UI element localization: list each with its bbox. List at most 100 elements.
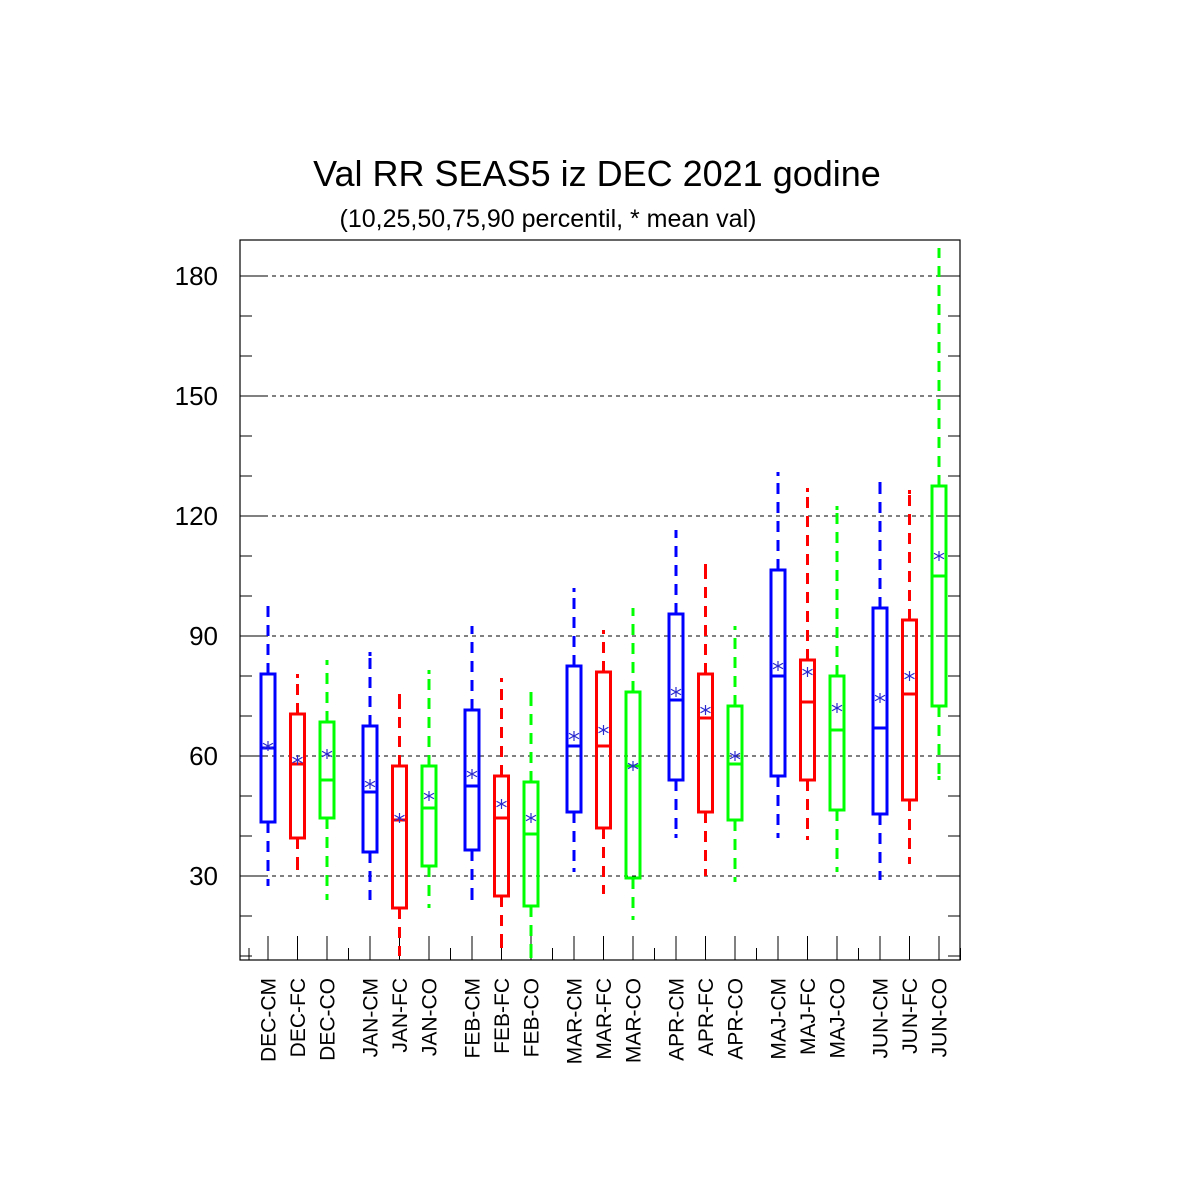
mean-marker: [933, 551, 945, 561]
mean-stroke: [904, 672, 915, 680]
x-tick-label: DEC-FC: [287, 978, 310, 1057]
box-iqr: [463, 708, 481, 852]
mean-stroke: [364, 780, 376, 788]
box-dec-fc: [289, 674, 306, 870]
box-iqr: [901, 618, 918, 802]
mean-stroke: [423, 792, 435, 800]
box-iqr: [624, 690, 642, 880]
mean-marker: [598, 725, 609, 735]
x-tick-label: MAJ-FC: [797, 978, 820, 1055]
mean-marker: [394, 813, 405, 823]
box-feb-co: [522, 692, 540, 958]
mean-marker: [262, 741, 274, 751]
box-mar-cm: [565, 588, 583, 872]
mean-marker: [496, 799, 507, 809]
y-tick-label: 90: [189, 621, 218, 651]
x-tick-label: FEB-CM: [462, 978, 485, 1059]
x-tick-label: JAN-CM: [360, 978, 383, 1057]
y-tick-label: 60: [189, 741, 218, 771]
mean-marker: [700, 705, 711, 715]
box-iqr: [493, 774, 510, 898]
y-tick-label: 120: [175, 501, 218, 531]
x-tick-label: DEC-CO: [317, 978, 340, 1061]
mean-marker: [627, 761, 639, 771]
mean-marker: [670, 687, 682, 697]
box-jun-cm: [871, 482, 889, 880]
x-tick-label: JAN-CO: [419, 978, 442, 1056]
x-tick-label: MAR-CO: [623, 978, 646, 1063]
mean-marker: [772, 661, 784, 671]
mean-marker: [292, 755, 303, 765]
mean-marker: [466, 769, 478, 779]
box-iqr: [697, 672, 714, 814]
box-feb-fc: [493, 678, 510, 948]
y-tick-label: 180: [175, 261, 218, 291]
mean-stroke: [831, 704, 843, 712]
x-tick-label: MAJ-CM: [768, 978, 791, 1060]
box-maj-co: [828, 506, 846, 872]
chart-subtitle: (10,25,50,75,90 percentil, * mean val): [340, 205, 757, 233]
box-iqr: [871, 606, 889, 816]
mean-marker: [831, 703, 843, 713]
gridlines: [240, 275, 960, 877]
mean-marker: [364, 779, 376, 789]
y-tick-label: 30: [189, 861, 218, 891]
chart-title: Val RR SEAS5 iz DEC 2021 godine: [313, 153, 881, 194]
box-dec-co: [318, 660, 336, 900]
x-tick-label: APR-CO: [725, 978, 748, 1060]
mean-stroke: [525, 814, 537, 822]
axis-labels: 30 60 90 120 150 180 DEC-CM DEC-FC DEC-CO JAN-CM J…: [175, 261, 952, 1064]
mean-stroke: [729, 752, 741, 760]
mean-stroke: [874, 694, 886, 702]
x-tick-label: MAR-CM: [564, 978, 587, 1064]
box-iqr: [361, 724, 379, 854]
x-tick-label: MAR-FC: [593, 978, 616, 1060]
box-iqr: [289, 712, 306, 840]
mean-marker: [423, 791, 435, 801]
box-iqr: [769, 568, 787, 778]
x-tick-label: APR-FC: [695, 978, 718, 1056]
mean-stroke: [772, 662, 784, 670]
mean-stroke: [568, 732, 580, 740]
mean-stroke: [262, 742, 274, 750]
box-iqr: [828, 674, 846, 812]
box-iqr: [565, 664, 583, 814]
mean-stroke: [802, 668, 813, 676]
box-iqr: [667, 612, 685, 782]
mean-stroke: [292, 756, 303, 764]
box-series: [259, 248, 948, 958]
x-tick-label: FEB-CO: [521, 978, 544, 1057]
mean-marker: [729, 751, 741, 761]
box-iqr: [420, 764, 438, 868]
mean-stroke: [496, 800, 507, 808]
x-tick-label: JUN-CO: [929, 978, 952, 1057]
y-tick-label: 150: [175, 381, 218, 411]
x-tick-label: JUN-FC: [899, 978, 922, 1054]
box-mar-co: [624, 608, 642, 920]
mean-stroke: [933, 552, 945, 560]
x-tick-label: JUN-CM: [870, 978, 893, 1058]
mean-stroke: [598, 726, 609, 734]
box-iqr: [522, 780, 540, 908]
mean-stroke: [670, 688, 682, 696]
box-maj-cm: [769, 472, 787, 838]
box-iqr: [595, 670, 612, 830]
box-feb-cm: [463, 626, 481, 900]
axis-ticks: [240, 275, 961, 960]
x-tick-label: DEC-CM: [258, 978, 281, 1062]
mean-marker: [802, 667, 813, 677]
x-tick-label: APR-CM: [666, 978, 689, 1061]
mean-marker: [321, 749, 333, 759]
box-mar-fc: [595, 630, 612, 894]
mean-marker: [874, 693, 886, 703]
mean-stroke: [627, 762, 639, 770]
mean-marker: [904, 671, 915, 681]
box-apr-fc: [697, 564, 714, 876]
mean-marker: [568, 731, 580, 741]
box-iqr: [799, 658, 816, 782]
mean-stroke: [394, 814, 405, 822]
box-apr-co: [726, 626, 744, 882]
mean-stroke: [321, 750, 333, 758]
plot-area-frame: [239, 239, 961, 961]
